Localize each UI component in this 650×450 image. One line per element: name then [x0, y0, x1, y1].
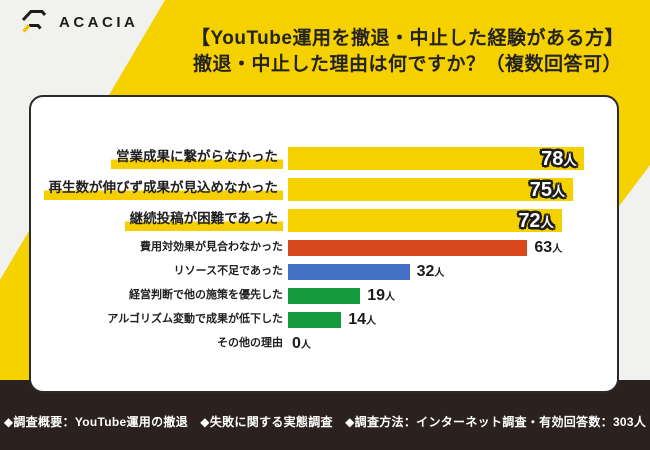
bar-label: 費用対効果が見合わなかった: [140, 241, 283, 254]
highlighted-label: 営業成果に繋がらなかった: [111, 148, 283, 169]
bar: 78人: [288, 147, 585, 170]
bar-label: リソース不足であった: [173, 265, 283, 278]
bar-value: 0人: [292, 335, 311, 352]
bar-value: 63人: [534, 239, 563, 256]
chart-card: 営業成果に繋がらなかった 78人再生数が伸びず成果が見込めなかった 75人継続投稿が…: [29, 95, 619, 393]
bar-value: 32人: [416, 263, 445, 280]
chart-row: 費用対効果が見合わなかった 63人: [31, 240, 617, 256]
bar-label: 継続投稿が困難であった: [31, 210, 283, 231]
chart-row: 営業成果に繋がらなかった 78人: [31, 147, 617, 170]
title-line-2: 撤退・中止した理由は何ですか？（複数回答可）: [192, 54, 622, 75]
bar: [288, 240, 528, 256]
chart-row: 継続投稿が困難であった 72人: [31, 209, 617, 232]
bar-label: 経営判断で他の施策を優先した: [129, 289, 283, 302]
bar-value: 78人: [541, 147, 577, 170]
bar-value: 75人: [529, 178, 565, 201]
bar-label: 再生数が伸びず成果が見込めなかった: [31, 179, 283, 200]
survey-note: ◆調査概要：YouTube運用の撤退 ◆失敗に関する実態調査 ◆調査方法：インタ…: [3, 415, 647, 429]
chart-row: 再生数が伸びず成果が見込めなかった 75人: [31, 178, 617, 201]
logo-text: ACACIA: [59, 13, 139, 31]
bar-value: 72人: [518, 209, 554, 232]
chart-row: その他の理由 0人: [31, 336, 617, 352]
bar-label: その他の理由: [217, 337, 283, 350]
highlighted-label: 継続投稿が困難であった: [124, 210, 283, 231]
bar: [288, 288, 361, 304]
chart-row: 経営判断で他の施策を優先した 19人: [31, 288, 617, 304]
bar: [288, 312, 342, 328]
bar: 72人: [288, 209, 562, 232]
logo: ACACIA: [20, 9, 138, 35]
acacia-logo-icon: [20, 9, 50, 35]
bar: [288, 264, 410, 280]
highlighted-label: 再生数が伸びず成果が見込めなかった: [43, 179, 283, 200]
bar-chart: 営業成果に繋がらなかった 78人再生数が伸びず成果が見込めなかった 75人継続投稿が…: [31, 147, 617, 352]
bar: 75人: [288, 178, 573, 201]
chart-row: アルゴリズム変動で成果が低下した 14人: [31, 312, 617, 328]
bar-label: アルゴリズム変動で成果が低下した: [107, 313, 283, 326]
page-title: 【YouTube運用を撤退・中止した経験がある方】 撤退・中止した理由は何ですか…: [170, 26, 645, 78]
bar-value: 14人: [348, 311, 376, 328]
bar-value: 19人: [367, 287, 395, 304]
chart-row: リソース不足であった 32人: [31, 264, 617, 280]
title-line-1: 【YouTube運用を撤退・中止した経験がある方】: [191, 28, 624, 49]
bar-label: 営業成果に繋がらなかった: [31, 148, 283, 169]
